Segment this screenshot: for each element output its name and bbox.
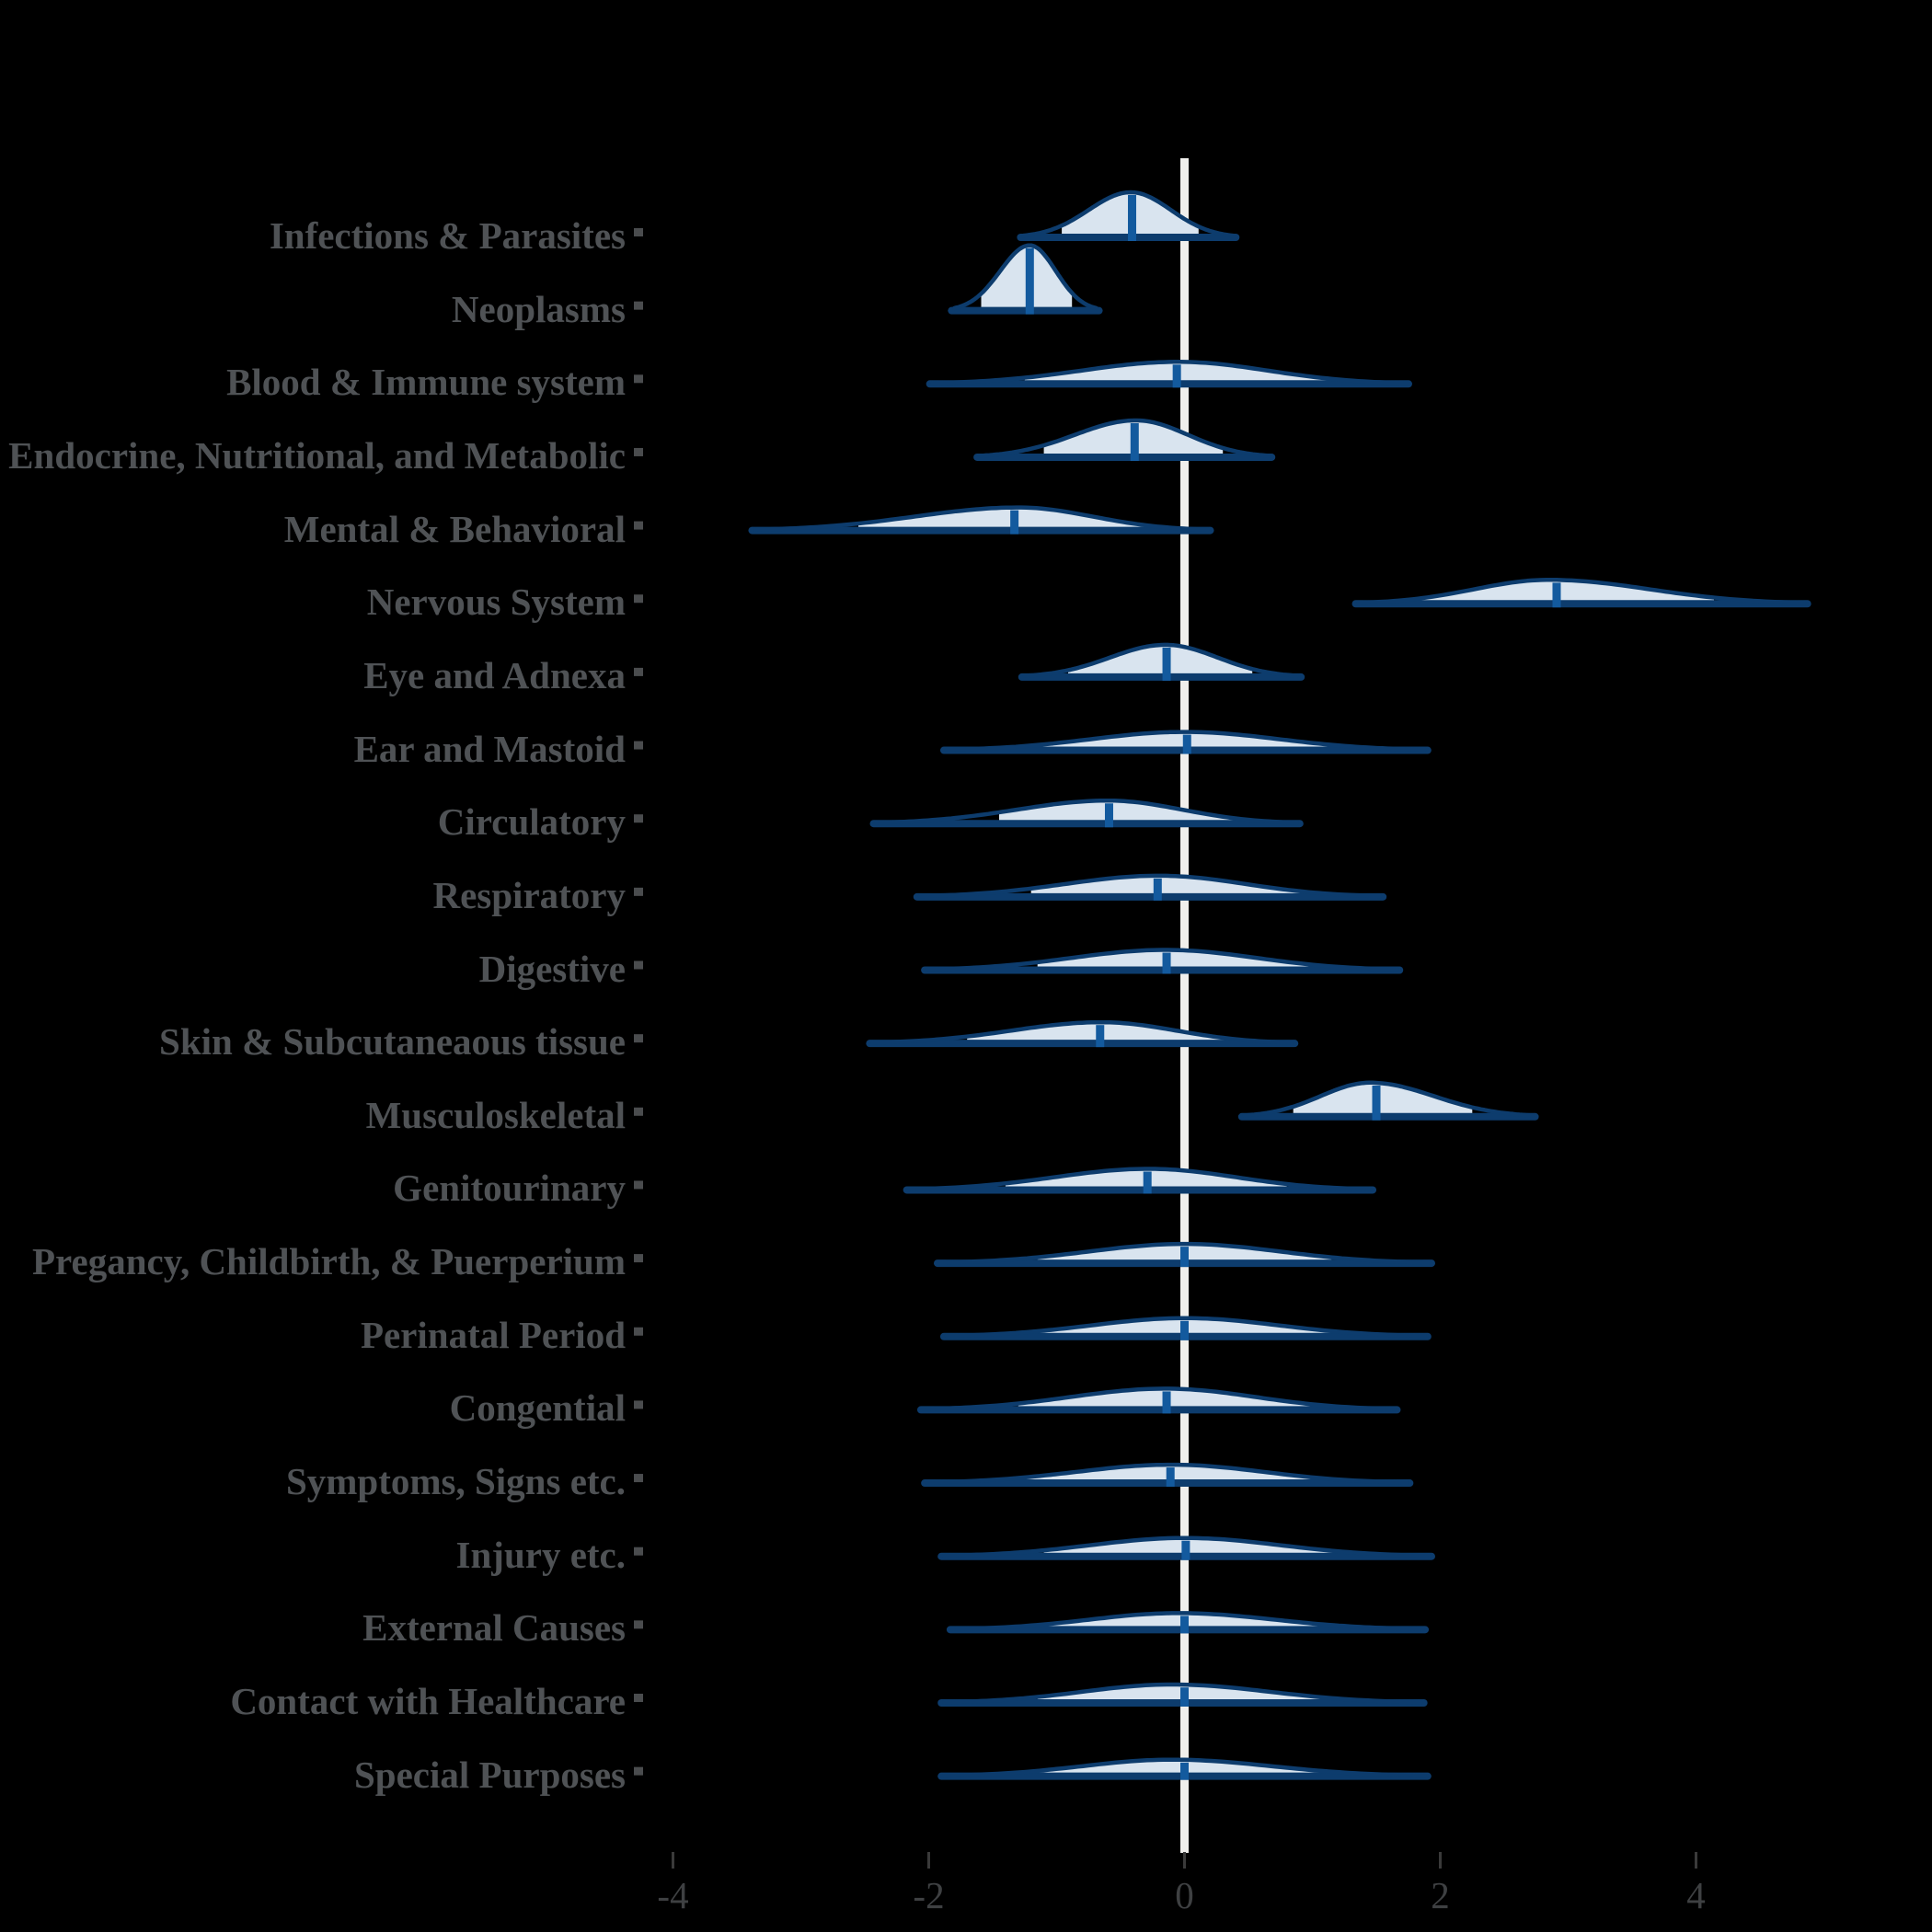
density-outline <box>941 1682 1423 1705</box>
density-outline <box>1021 190 1236 238</box>
y-tick-square <box>634 667 643 676</box>
density-outline <box>874 798 1300 825</box>
y-tick-square <box>634 1620 643 1629</box>
row-label: Eye and Adnexa <box>363 653 626 696</box>
y-tick-square <box>634 960 643 970</box>
row-label: Nervous System <box>366 581 626 624</box>
y-tick-square <box>634 1694 643 1702</box>
row-label: Endocrine, Nutritional, and Metabolic <box>8 433 626 477</box>
y-tick-square <box>634 447 643 456</box>
row-label: Respiratory <box>432 873 626 916</box>
density-outline <box>925 1462 1409 1485</box>
y-tick-square <box>634 1254 643 1263</box>
x-tick-label: -2 <box>913 1874 944 1916</box>
density-outline <box>950 1611 1425 1631</box>
y-tick-square <box>634 1034 643 1043</box>
density-outline <box>977 418 1271 458</box>
density-outline <box>930 360 1409 385</box>
y-tick-square <box>634 228 643 236</box>
x-tick-label: 2 <box>1431 1874 1450 1916</box>
density-outline <box>921 1386 1397 1411</box>
y-tick-square <box>634 1766 643 1776</box>
density-outline <box>944 730 1428 753</box>
density-outline <box>944 1316 1428 1339</box>
x-tick-label: 0 <box>1175 1874 1194 1916</box>
row-label: Circulatory <box>437 800 626 844</box>
x-tick-label: 4 <box>1686 1874 1706 1916</box>
row-label: Symptoms, Signs etc. <box>285 1460 626 1503</box>
density-fill <box>999 800 1236 824</box>
row-label: Injury etc. <box>455 1533 626 1576</box>
row-label: Contact with Healthcare <box>230 1680 626 1722</box>
density-outline <box>937 1241 1432 1265</box>
density-outline <box>952 243 1098 311</box>
y-tick-square <box>634 1474 643 1483</box>
density-outline <box>1242 1080 1535 1118</box>
density-outline <box>1356 578 1807 605</box>
row-label: Musculoskeletal <box>365 1093 626 1136</box>
row-label: Digestive <box>478 947 626 990</box>
y-tick-square <box>634 1400 643 1409</box>
density-fill <box>1068 644 1253 677</box>
row-label: External Causes <box>362 1606 626 1650</box>
row-label: Neoplasms <box>451 287 626 330</box>
row-label: Congential <box>449 1386 626 1430</box>
density-outline <box>941 1757 1428 1778</box>
y-tick-square <box>634 1547 643 1556</box>
row-label: Skin & Subcutaneaous tissue <box>159 1020 626 1064</box>
row-label: Perinatal Period <box>360 1313 626 1356</box>
row-label: Pregancy, Childbirth, & Puerperium <box>32 1240 626 1283</box>
row-label: Genitourinary <box>393 1167 626 1210</box>
y-tick-square <box>634 301 643 310</box>
y-tick-square <box>634 1180 643 1190</box>
row-label: Ear and Mastoid <box>353 727 626 770</box>
x-tick-label: -4 <box>657 1874 688 1916</box>
density-outline <box>1022 642 1301 678</box>
row-label: Infections & Parasites <box>269 214 626 257</box>
density-outline <box>907 1167 1373 1191</box>
density-outline <box>925 948 1399 972</box>
density-outline <box>870 1019 1294 1045</box>
density-outline <box>753 505 1210 532</box>
row-label: Special Purposes <box>354 1753 626 1796</box>
y-tick-square <box>634 594 643 604</box>
y-tick-square <box>634 521 643 530</box>
y-tick-square <box>634 1107 643 1116</box>
y-tick-square <box>634 374 643 384</box>
y-tick-square <box>634 741 643 750</box>
density-outline <box>917 873 1383 899</box>
density-outline <box>941 1535 1432 1558</box>
y-tick-square <box>634 1327 643 1336</box>
y-tick-square <box>634 887 643 896</box>
row-label: Blood & Immune system <box>226 361 626 404</box>
row-label: Mental & Behavioral <box>283 507 626 550</box>
y-tick-square <box>634 814 643 823</box>
